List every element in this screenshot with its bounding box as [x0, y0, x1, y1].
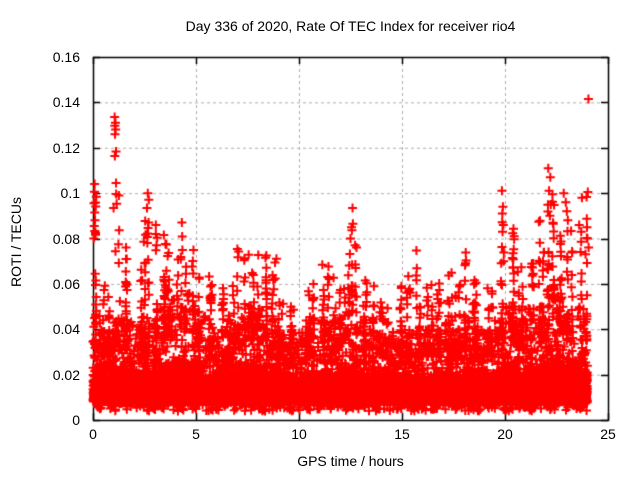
x-tick-label: 0 [89, 426, 97, 442]
y-tick-label: 0.14 [52, 94, 80, 111]
y-tick-label: 0.08 [52, 230, 80, 247]
y-tick-label: 0.1 [60, 185, 80, 202]
x-tick-label: 5 [192, 426, 200, 442]
x-tick-label: 15 [394, 426, 410, 442]
y-tick-label: 0 [72, 412, 80, 428]
y-tick-label: 0.04 [52, 321, 80, 338]
x-tick-label: 20 [497, 426, 513, 442]
y-tick-label: 0.16 [52, 49, 80, 65]
x-tick-label: 10 [291, 426, 307, 442]
y-tick-label: 0.12 [52, 139, 80, 156]
x-axis-label: GPS time / hours [297, 453, 404, 469]
chart-title: Day 336 of 2020, Rate Of TEC Index for r… [185, 18, 516, 34]
x-tick-label: 25 [600, 426, 616, 442]
y-tick-label: 0.02 [52, 366, 80, 383]
y-tick-label: 0.06 [52, 275, 80, 292]
